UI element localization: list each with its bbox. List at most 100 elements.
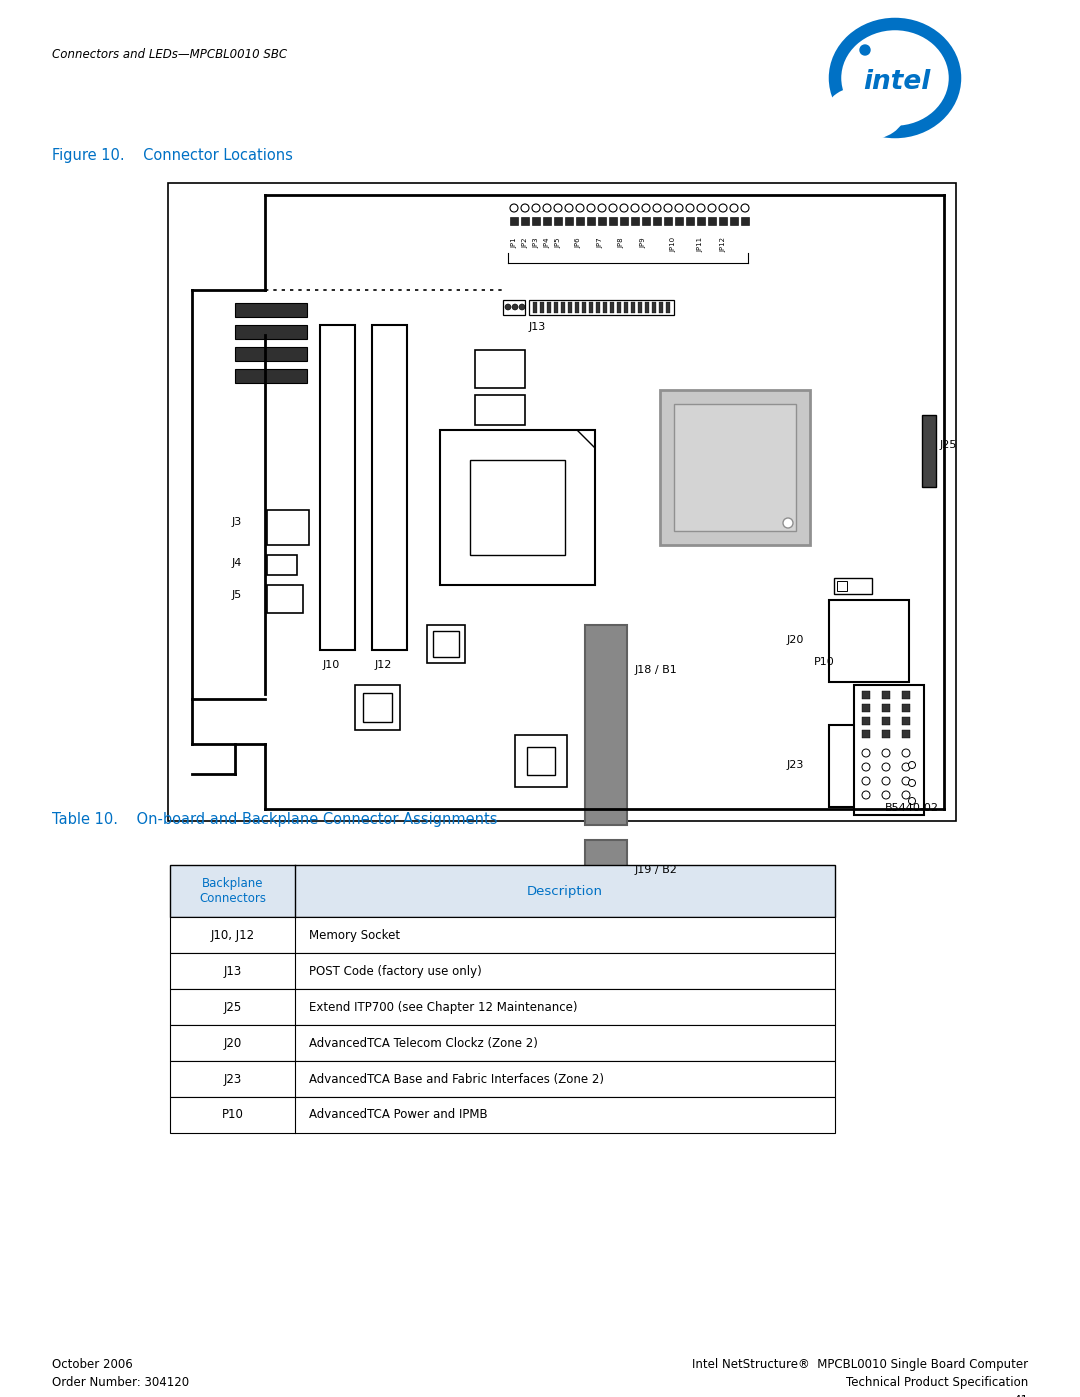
Bar bbox=[585, 840, 627, 921]
Text: POST Code (factory use only): POST Code (factory use only) bbox=[309, 964, 482, 978]
Bar bbox=[862, 731, 870, 738]
Text: B5440-02: B5440-02 bbox=[885, 803, 939, 813]
Text: Figure 10.    Connector Locations: Figure 10. Connector Locations bbox=[52, 148, 293, 163]
Text: Description: Description bbox=[527, 884, 603, 897]
Bar bbox=[674, 404, 796, 531]
Circle shape bbox=[708, 204, 716, 212]
Bar bbox=[652, 302, 656, 313]
Text: AdvancedTCA Power and IPMB: AdvancedTCA Power and IPMB bbox=[309, 1108, 488, 1122]
Bar bbox=[631, 302, 635, 313]
Bar bbox=[363, 693, 392, 722]
Bar bbox=[882, 692, 890, 698]
Circle shape bbox=[512, 305, 518, 310]
Text: J25: J25 bbox=[224, 1000, 242, 1013]
Circle shape bbox=[686, 204, 694, 212]
Bar bbox=[576, 217, 584, 225]
Bar bbox=[540, 302, 544, 313]
Circle shape bbox=[565, 204, 573, 212]
Circle shape bbox=[631, 204, 639, 212]
Text: Technical Product Specification: Technical Product Specification bbox=[846, 1376, 1028, 1389]
Circle shape bbox=[620, 204, 627, 212]
Bar bbox=[902, 717, 910, 725]
Circle shape bbox=[862, 749, 870, 757]
Bar bbox=[834, 578, 872, 594]
Bar bbox=[170, 1060, 835, 1097]
Text: AdvancedTCA Base and Fabric Interfaces (Zone 2): AdvancedTCA Base and Fabric Interfaces (… bbox=[309, 1073, 604, 1085]
Circle shape bbox=[653, 204, 661, 212]
Bar bbox=[697, 217, 705, 225]
Bar bbox=[596, 302, 600, 313]
Circle shape bbox=[741, 204, 750, 212]
Circle shape bbox=[664, 204, 672, 212]
Bar bbox=[355, 685, 400, 731]
Bar bbox=[575, 302, 579, 313]
Bar bbox=[638, 302, 642, 313]
Circle shape bbox=[882, 791, 890, 799]
Bar bbox=[741, 217, 750, 225]
Text: J12: J12 bbox=[375, 659, 392, 671]
Circle shape bbox=[719, 204, 727, 212]
Bar bbox=[470, 460, 565, 555]
Text: J18 / B1: J18 / B1 bbox=[635, 665, 678, 675]
Bar bbox=[730, 217, 738, 225]
Circle shape bbox=[862, 791, 870, 799]
Text: Order Number: 304120: Order Number: 304120 bbox=[52, 1376, 189, 1389]
Circle shape bbox=[675, 204, 683, 212]
Circle shape bbox=[862, 777, 870, 785]
Bar bbox=[546, 302, 551, 313]
Bar bbox=[527, 747, 555, 775]
Bar bbox=[882, 717, 890, 725]
Circle shape bbox=[697, 204, 705, 212]
Bar bbox=[659, 302, 663, 313]
Bar bbox=[631, 217, 639, 225]
Bar bbox=[624, 302, 627, 313]
Text: J10, J12: J10, J12 bbox=[211, 929, 255, 942]
Bar bbox=[837, 581, 847, 591]
Bar bbox=[440, 430, 595, 585]
Bar bbox=[719, 217, 727, 225]
Circle shape bbox=[908, 761, 916, 768]
Circle shape bbox=[882, 763, 890, 771]
Bar bbox=[585, 624, 627, 826]
Text: J20: J20 bbox=[224, 1037, 242, 1049]
Bar bbox=[642, 217, 650, 225]
Text: intel: intel bbox=[863, 68, 931, 95]
Bar bbox=[372, 326, 407, 650]
Circle shape bbox=[510, 204, 518, 212]
Circle shape bbox=[783, 518, 793, 528]
Circle shape bbox=[576, 204, 584, 212]
Bar bbox=[510, 217, 518, 225]
Bar bbox=[568, 302, 572, 313]
Circle shape bbox=[543, 204, 551, 212]
Text: JP6: JP6 bbox=[575, 237, 581, 247]
Circle shape bbox=[860, 45, 870, 54]
Bar bbox=[660, 390, 810, 545]
Bar bbox=[598, 217, 606, 225]
Bar bbox=[170, 989, 835, 1025]
Bar bbox=[653, 217, 661, 225]
Bar bbox=[589, 302, 593, 313]
Circle shape bbox=[521, 204, 529, 212]
Bar bbox=[610, 302, 615, 313]
Bar bbox=[708, 217, 716, 225]
Circle shape bbox=[908, 798, 916, 805]
Circle shape bbox=[902, 777, 910, 785]
Bar bbox=[475, 395, 525, 425]
Bar bbox=[565, 217, 573, 225]
Bar bbox=[235, 303, 307, 317]
Bar bbox=[609, 217, 617, 225]
Bar bbox=[582, 302, 586, 313]
Circle shape bbox=[862, 763, 870, 771]
Bar bbox=[854, 685, 924, 814]
Text: JP3: JP3 bbox=[534, 237, 539, 247]
Text: JP9: JP9 bbox=[640, 237, 646, 247]
Bar bbox=[170, 865, 835, 916]
Bar bbox=[427, 624, 465, 664]
Text: JP12: JP12 bbox=[720, 237, 726, 251]
Bar bbox=[862, 704, 870, 712]
Bar bbox=[170, 916, 835, 953]
Bar bbox=[922, 415, 936, 488]
Bar bbox=[543, 217, 551, 225]
Bar bbox=[666, 302, 670, 313]
Bar bbox=[170, 1025, 835, 1060]
